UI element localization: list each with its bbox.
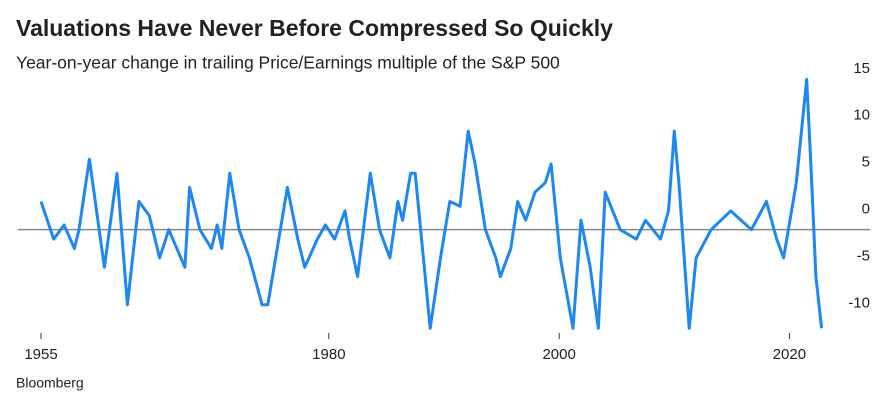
chart-title: Valuations Have Never Before Compressed …	[16, 15, 613, 41]
y-tick-label: -5	[857, 248, 870, 265]
x-tick-label: 1955	[24, 346, 57, 363]
x-tick-label: 1980	[312, 346, 345, 363]
chart-subtitle: Year-on-year change in trailing Price/Ea…	[16, 53, 560, 73]
source: Bloomberg	[16, 375, 84, 391]
x-tick-label: 2020	[773, 346, 806, 363]
x-tick-label: 2000	[542, 346, 575, 363]
y-tick-label: 0	[862, 201, 870, 218]
y-tick-label: 10	[853, 107, 870, 124]
y-tick-label: 5	[862, 154, 870, 171]
y-tick-label: -10	[848, 295, 870, 312]
y-tick-label: 15	[853, 60, 870, 77]
series-line	[39, 77, 824, 330]
